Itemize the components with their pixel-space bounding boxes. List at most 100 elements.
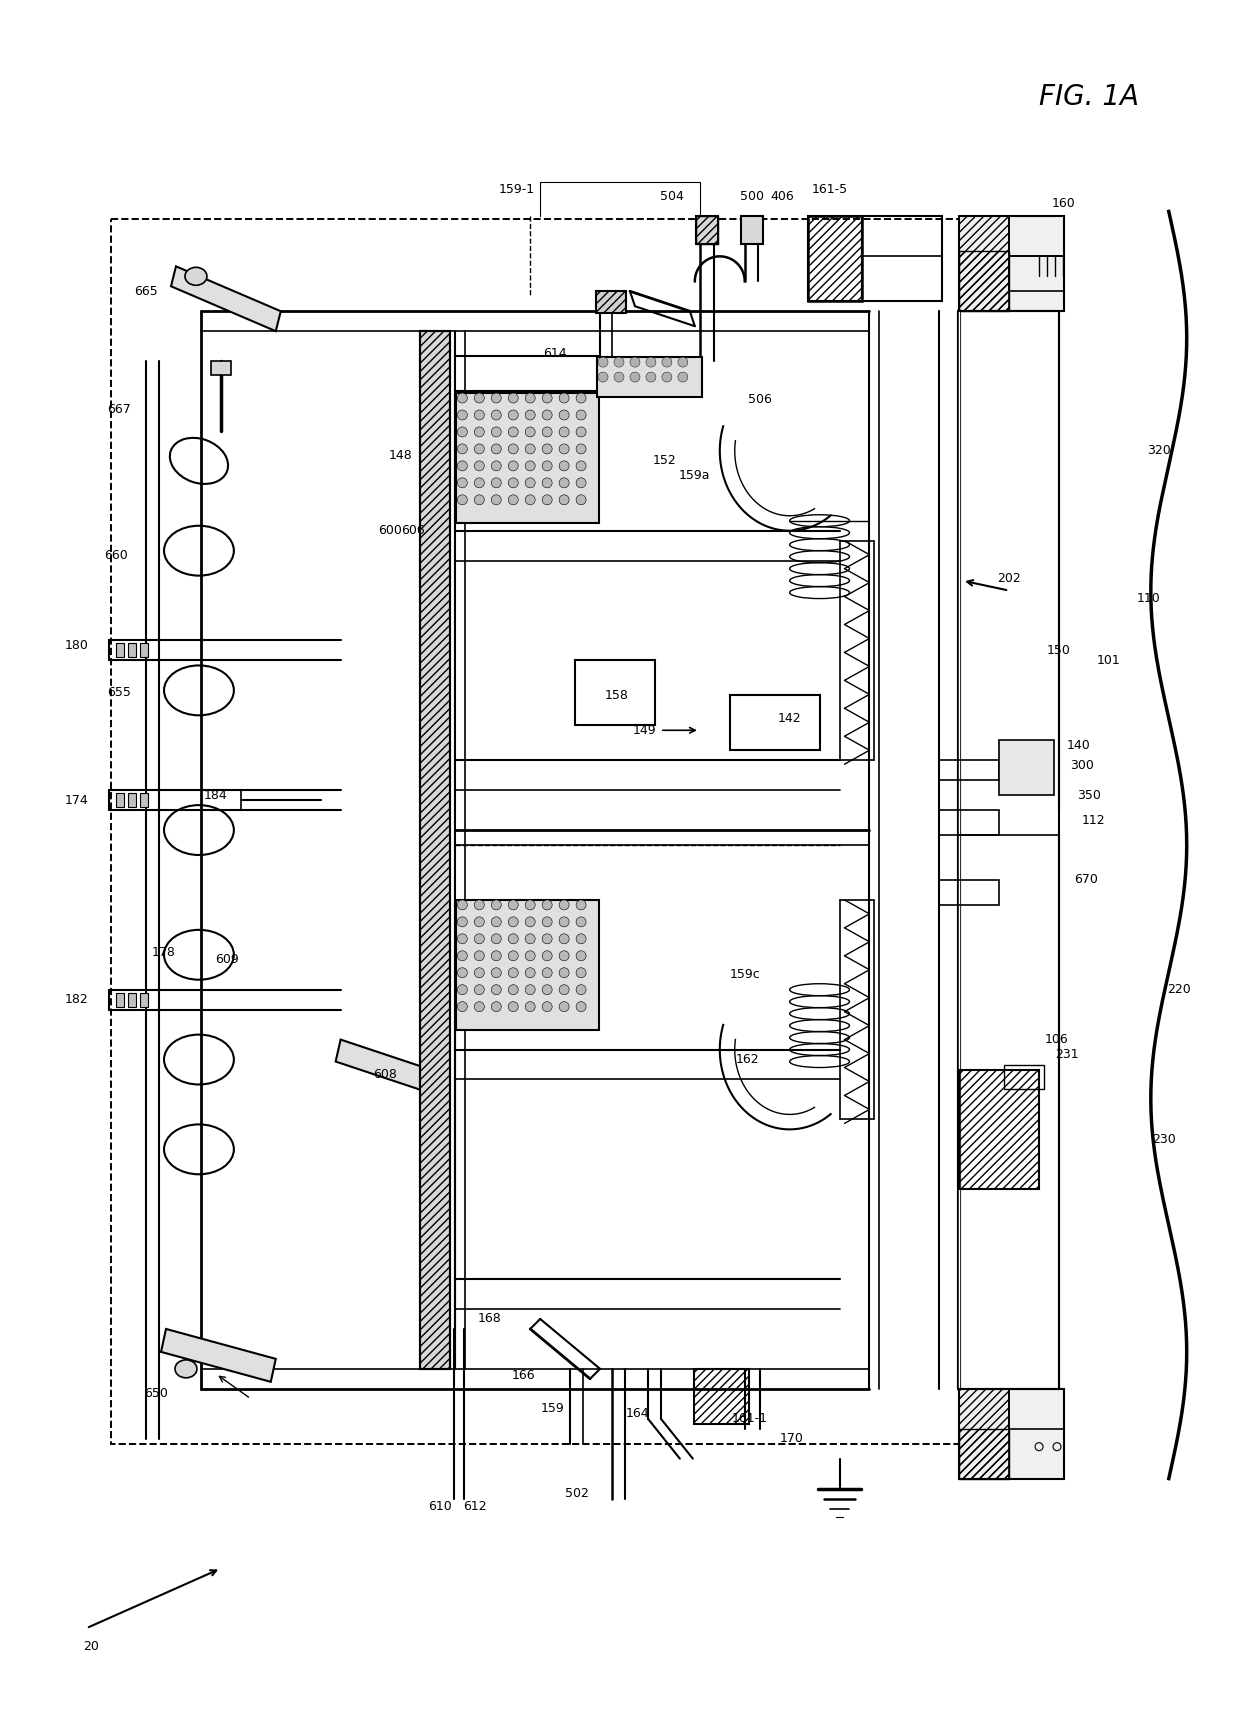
Circle shape [458, 1002, 467, 1012]
Circle shape [458, 428, 467, 438]
Text: 168: 168 [477, 1313, 501, 1325]
Bar [596, 291, 626, 313]
Circle shape [662, 357, 672, 368]
Bar [939, 881, 999, 905]
Circle shape [559, 985, 569, 995]
Circle shape [526, 917, 536, 927]
Circle shape [491, 445, 501, 453]
Circle shape [598, 357, 608, 368]
Circle shape [508, 985, 518, 995]
Circle shape [508, 934, 518, 944]
Text: 655: 655 [107, 686, 131, 699]
Circle shape [508, 917, 518, 927]
Bar [694, 1368, 749, 1424]
Ellipse shape [175, 1359, 197, 1378]
Circle shape [614, 357, 624, 368]
Bar [117, 994, 124, 1007]
Text: 300: 300 [1070, 759, 1094, 771]
Circle shape [475, 428, 485, 438]
Circle shape [678, 357, 688, 368]
Circle shape [678, 373, 688, 381]
Bar [117, 643, 124, 657]
Circle shape [577, 494, 587, 504]
Bar [807, 217, 863, 301]
Circle shape [646, 357, 656, 368]
Circle shape [508, 462, 518, 470]
Circle shape [458, 477, 467, 487]
Text: 150: 150 [1047, 645, 1071, 657]
Circle shape [542, 1002, 552, 1012]
Text: 665: 665 [134, 286, 157, 298]
Bar [596, 357, 702, 397]
Text: 149: 149 [634, 723, 657, 737]
Circle shape [475, 934, 485, 944]
Circle shape [646, 373, 656, 381]
Circle shape [526, 968, 536, 978]
Text: 180: 180 [64, 640, 88, 652]
Circle shape [542, 477, 552, 487]
Text: 106: 106 [1045, 1033, 1069, 1047]
Circle shape [542, 985, 552, 995]
Bar [128, 994, 136, 1007]
Circle shape [491, 934, 501, 944]
Ellipse shape [185, 267, 207, 286]
Circle shape [475, 899, 485, 910]
Text: 614: 614 [543, 347, 567, 359]
Polygon shape [336, 1040, 430, 1091]
Circle shape [577, 934, 587, 944]
Bar [211, 361, 231, 374]
Circle shape [475, 951, 485, 961]
Bar [696, 217, 718, 245]
Circle shape [475, 985, 485, 995]
Circle shape [475, 445, 485, 453]
Text: 350: 350 [1078, 788, 1101, 802]
Circle shape [542, 968, 552, 978]
Circle shape [577, 968, 587, 978]
Circle shape [526, 934, 536, 944]
Text: 148: 148 [388, 450, 413, 462]
Circle shape [559, 934, 569, 944]
Circle shape [475, 477, 485, 487]
Bar [128, 793, 136, 807]
Circle shape [577, 410, 587, 421]
Bar [456, 393, 599, 523]
Circle shape [577, 985, 587, 995]
Text: 159-1: 159-1 [500, 183, 536, 197]
Circle shape [508, 477, 518, 487]
Circle shape [614, 373, 624, 381]
Circle shape [475, 968, 485, 978]
Text: 101: 101 [1097, 653, 1121, 667]
Text: 609: 609 [215, 952, 239, 966]
Circle shape [508, 445, 518, 453]
Bar [140, 793, 148, 807]
Circle shape [491, 899, 501, 910]
Circle shape [598, 373, 608, 381]
Circle shape [559, 1002, 569, 1012]
Circle shape [559, 393, 569, 404]
Circle shape [559, 917, 569, 927]
Bar [740, 217, 763, 245]
Text: 152: 152 [653, 455, 677, 467]
Bar [1004, 1065, 1044, 1089]
Circle shape [508, 494, 518, 504]
Text: 231: 231 [1055, 1048, 1079, 1060]
Bar [960, 217, 1064, 311]
Text: 142: 142 [777, 711, 801, 725]
Text: 606: 606 [402, 525, 425, 537]
Circle shape [508, 899, 518, 910]
Text: 164: 164 [626, 1407, 650, 1421]
Text: 500: 500 [740, 190, 764, 203]
Circle shape [526, 428, 536, 438]
Circle shape [577, 1002, 587, 1012]
Bar [420, 332, 450, 1368]
Text: 158: 158 [605, 689, 629, 701]
Circle shape [526, 462, 536, 470]
Circle shape [508, 1002, 518, 1012]
Text: 220: 220 [1167, 983, 1190, 997]
Text: 161-5: 161-5 [811, 183, 848, 197]
Bar [456, 899, 599, 1029]
Bar [456, 393, 599, 523]
Circle shape [475, 917, 485, 927]
Circle shape [458, 934, 467, 944]
Circle shape [577, 393, 587, 404]
